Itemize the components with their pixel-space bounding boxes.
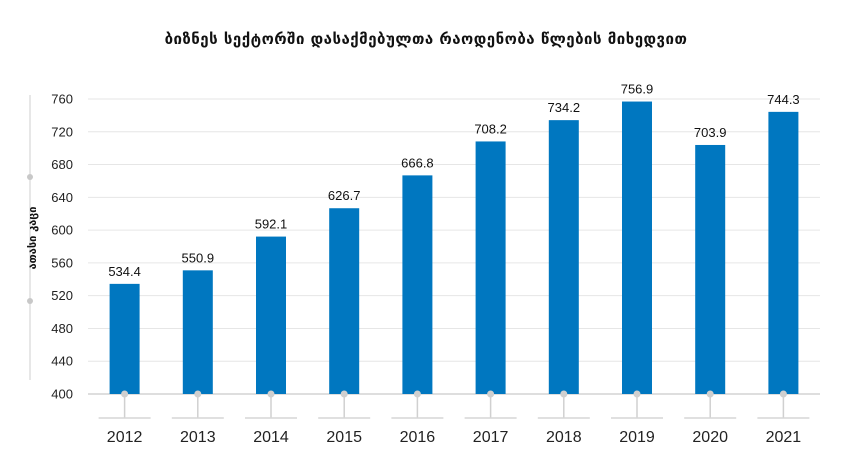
x-tick-label: 2013 [180,429,216,446]
bar-2018 [548,120,579,395]
x-tick-label: 2017 [473,429,509,446]
y-axis-dot [27,298,33,304]
x-tick-labels: 2012 2013 2014 2015 2016 2017 2018 2019 2020 2021 [107,429,801,446]
data-label: 708.2 [474,121,507,136]
y-tick-label: 720 [51,124,73,139]
x-tick-label: 2016 [400,429,436,446]
tick-dot [633,390,641,398]
bar-2020 [695,144,726,394]
y-tick-label: 640 [51,190,73,205]
bar-2017 [475,141,506,394]
bar-2014 [256,236,286,394]
tick-dot [267,390,275,398]
x-tick-label: 2020 [692,429,728,446]
y-tick-label: 400 [51,387,73,402]
y-tick-label: 520 [51,288,73,303]
tick-dot [194,390,202,398]
data-label: 703.9 [694,125,727,140]
bar-2015 [329,208,360,394]
data-label: 626.7 [328,188,361,203]
data-label: 666.8 [401,155,434,170]
y-tick-label: 560 [51,255,73,270]
bars: 534.4 550.9 592.1 626.7 666.8 708.2 734.2 756.9… [98,82,810,419]
y-tick-label: 480 [51,321,73,336]
tick-dot [560,390,568,398]
data-label: 756.9 [621,82,654,97]
tick-dot [413,390,421,398]
bar-2013 [182,270,213,394]
x-tick-label: 2014 [253,429,289,446]
tick-dot [340,390,348,398]
tick-dot [779,390,787,398]
bar-2021 [768,111,799,394]
data-label: 534.4 [108,264,141,279]
bar-2012 [109,283,140,394]
data-label: 744.3 [767,92,800,107]
bar-2019 [622,101,652,394]
y-tick-label: 440 [51,354,73,369]
x-tick-label: 2019 [619,429,655,446]
y-axis-decoration [27,95,33,380]
x-tick-label: 2021 [766,429,802,446]
x-tick-label: 2015 [326,429,362,446]
tick-dot [706,390,714,398]
tick-dot [487,390,495,398]
data-label: 592.1 [255,217,288,232]
x-tick-label: 2012 [107,429,143,446]
chart-title: ბიზნეს სექტორში დასაქმებულთა რაოდენობა წ… [164,30,688,48]
y-axis-dot [27,174,33,180]
bar-2016 [402,175,433,394]
tick-dot [121,390,129,398]
y-tick-labels: 400 440 480 520 560 600 640 680 720 760 [51,92,73,402]
y-tick-label: 600 [51,223,73,238]
data-label: 550.9 [182,250,215,265]
x-tick-label: 2018 [546,429,582,446]
y-tick-label: 680 [51,157,73,172]
data-label: 734.2 [548,100,581,115]
y-tick-label: 760 [51,92,73,107]
y-axis-label: ათასი კაცი [26,207,39,270]
